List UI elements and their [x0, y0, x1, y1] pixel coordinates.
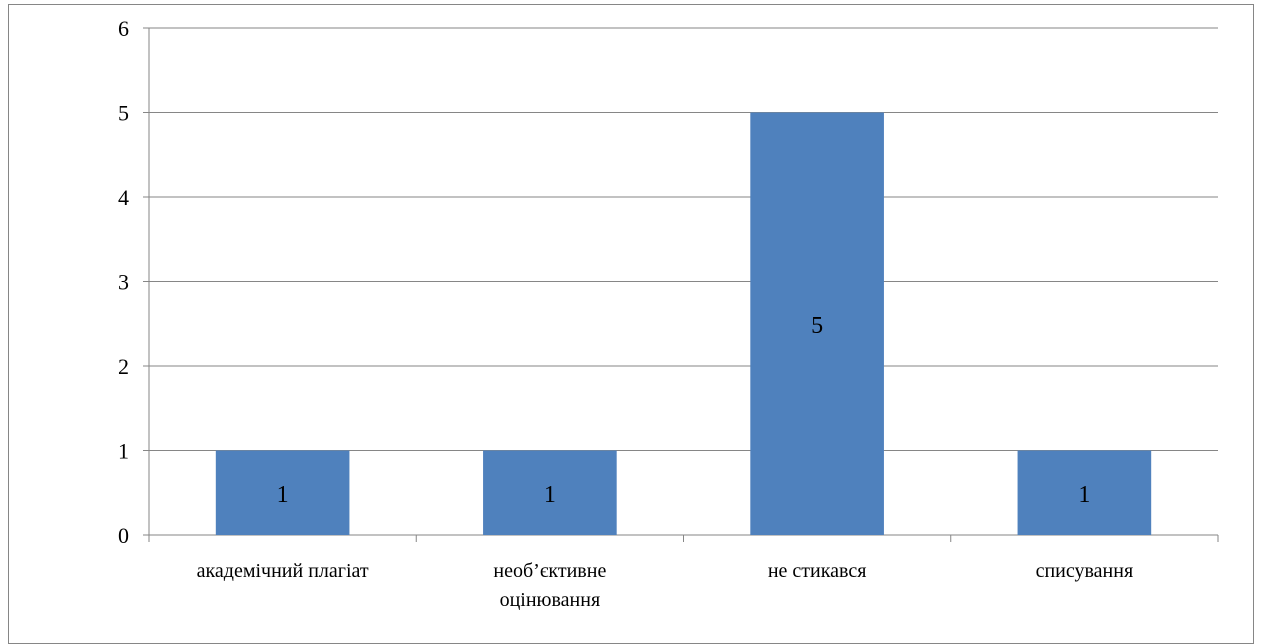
bar — [750, 112, 884, 535]
y-tick-label: 4 — [118, 185, 129, 210]
x-category-label: оцінювання — [500, 589, 601, 611]
data-label: 5 — [811, 313, 823, 339]
x-category-label: не стикався — [768, 560, 867, 582]
y-tick-label: 3 — [118, 270, 129, 295]
bar — [215, 450, 350, 535]
bar-chart: 0 1 2 3 4 5 6 1 академічний плагіат 1 необ’єктивне… — [118, 16, 1219, 611]
x-category-label: академічний плагіат — [197, 560, 369, 582]
y-tick-label: 0 — [118, 523, 129, 548]
data-label: 1 — [277, 482, 289, 508]
gridlines — [149, 27, 1218, 451]
y-tick-label: 5 — [118, 101, 129, 126]
y-tick-label: 6 — [118, 16, 129, 41]
x-category-label: необ’єктивне — [493, 560, 606, 582]
y-tick-label: 2 — [118, 354, 129, 379]
labels: 0 1 2 3 4 5 6 1 академічний плагіат 1 необ’єктивне… — [118, 16, 1133, 611]
data-label: 1 — [1078, 482, 1090, 508]
bar — [483, 450, 617, 535]
x-category-label: списування — [1036, 560, 1134, 582]
bar — [1017, 450, 1152, 535]
y-tick-label: 1 — [118, 439, 129, 464]
data-label: 1 — [544, 482, 556, 508]
chart-frame — [8, 4, 1254, 644]
bars — [215, 112, 1152, 535]
